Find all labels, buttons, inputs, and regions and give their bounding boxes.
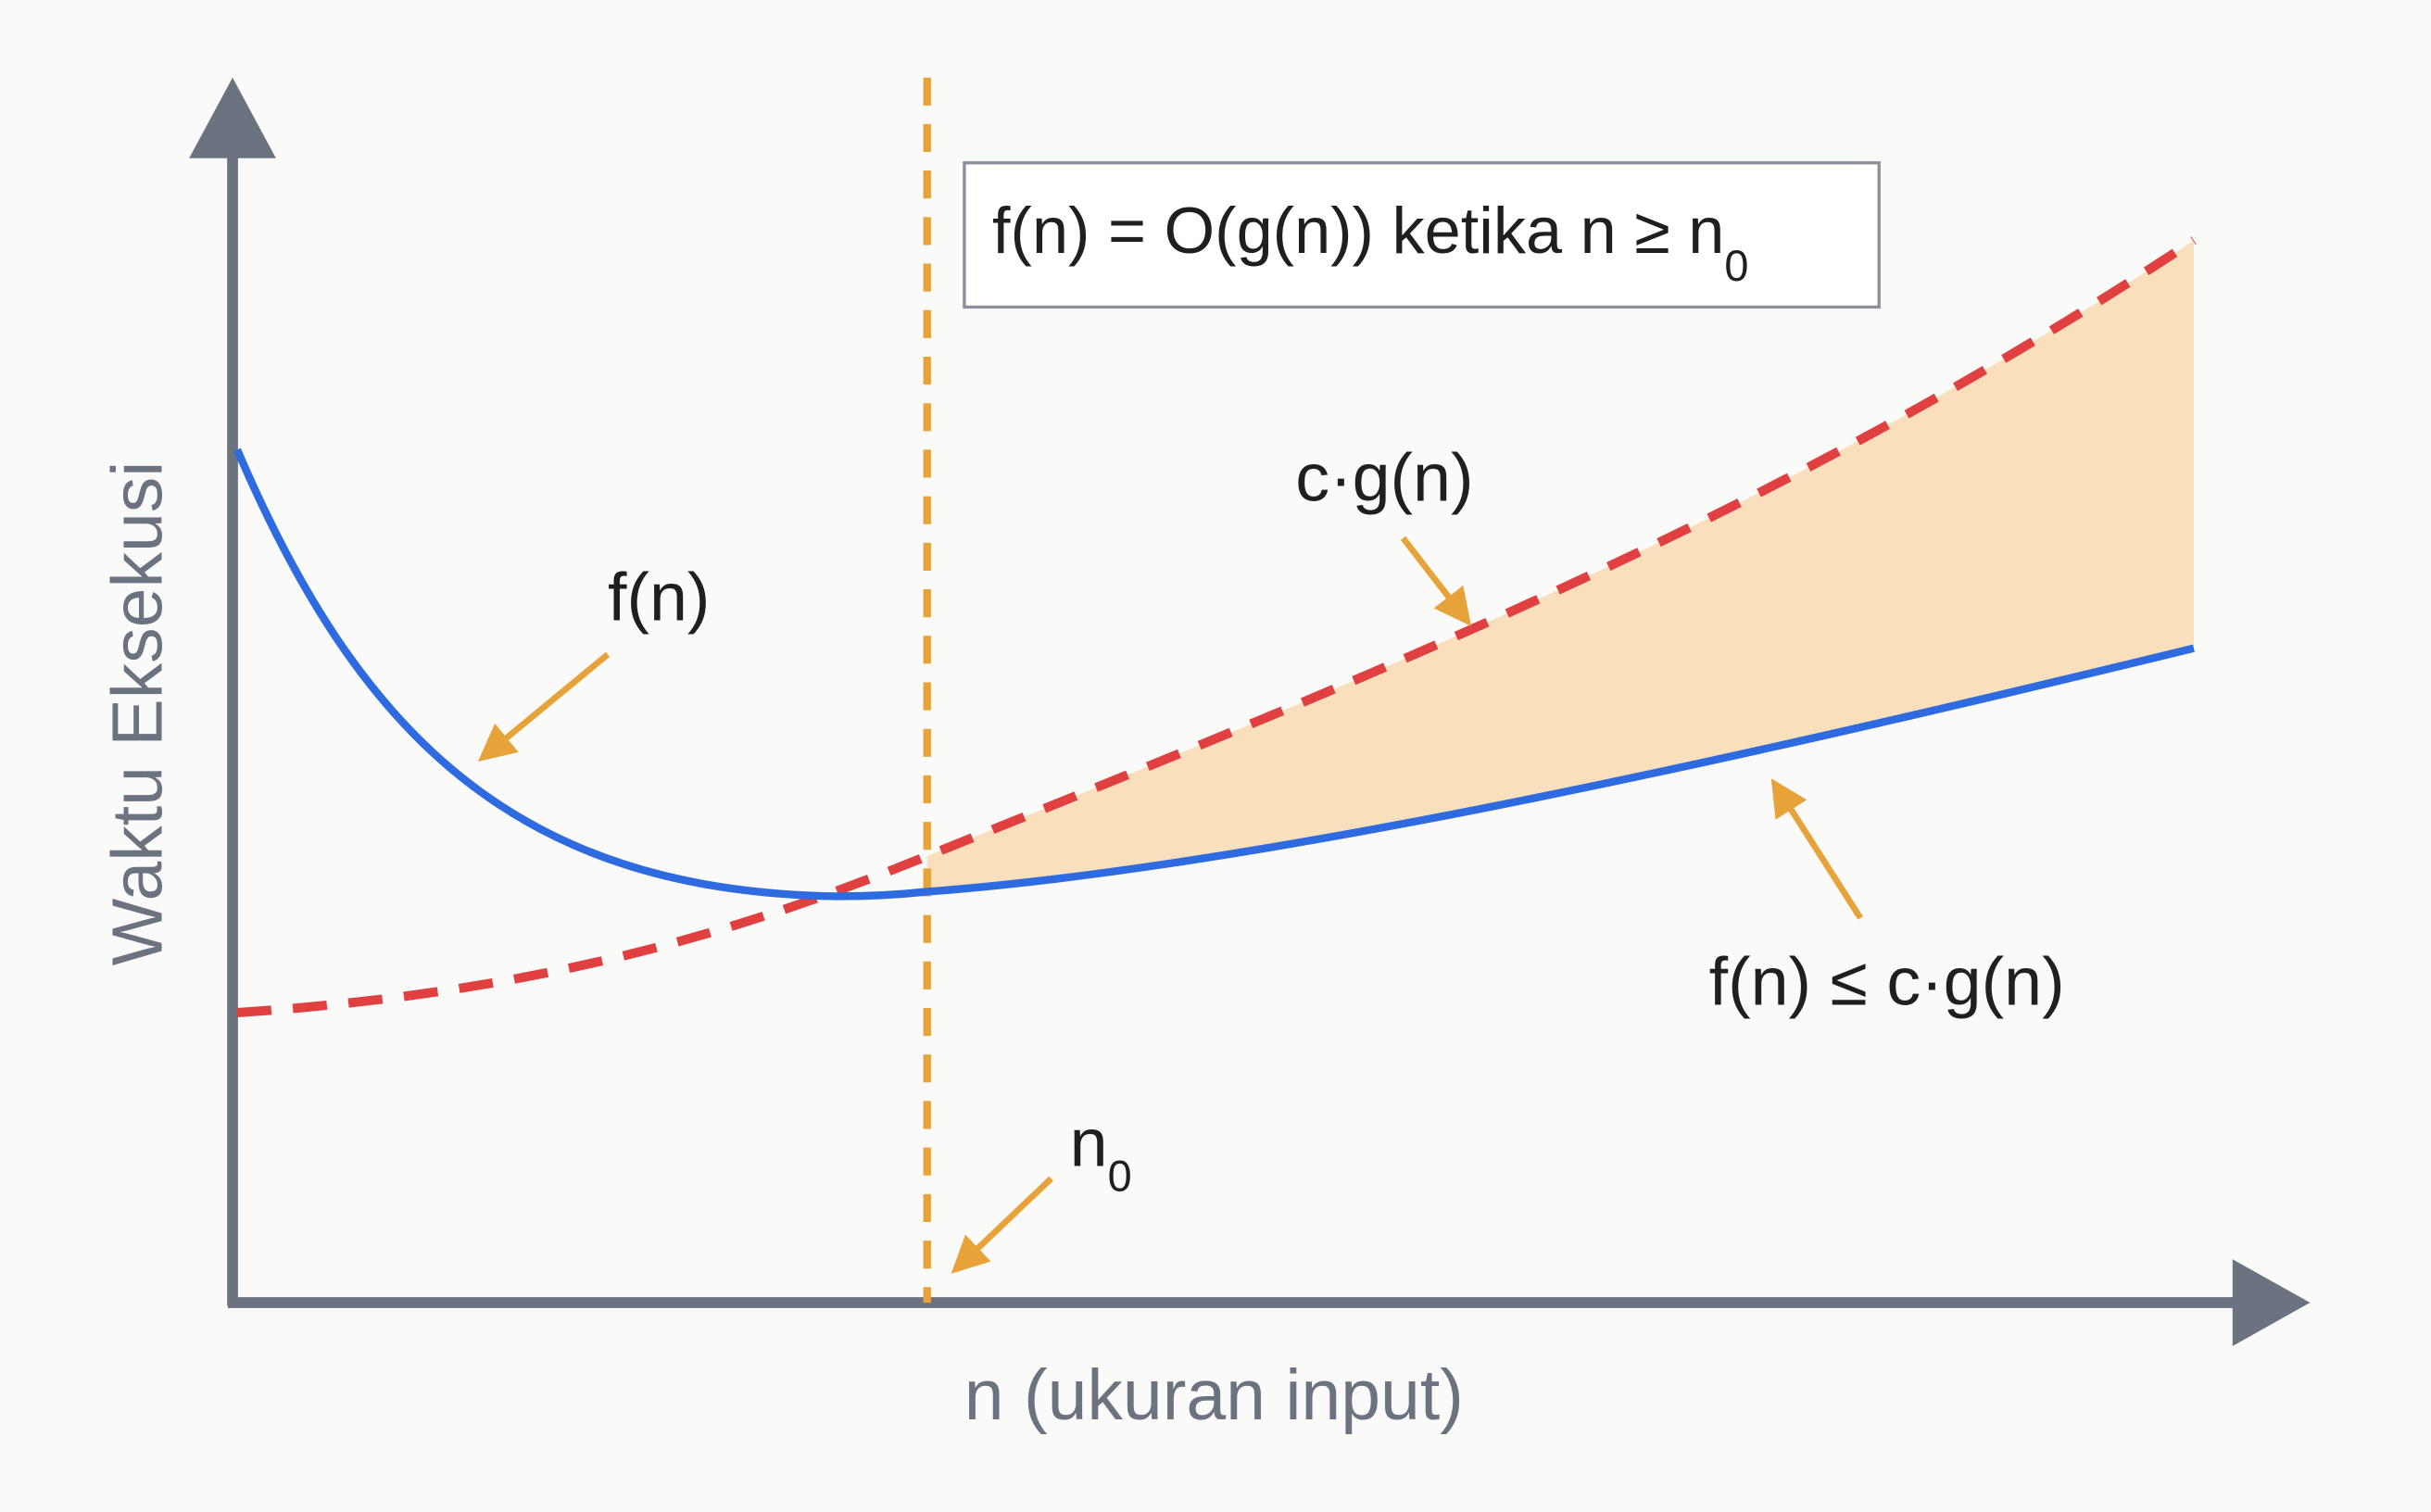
inequality-arrow <box>1770 778 1863 920</box>
cg-curve <box>236 236 2197 1018</box>
n0-text: n <box>1070 1104 1108 1181</box>
formula: f(n) = O(g(n)) ketika n ≥ n0 <box>992 194 1748 290</box>
x-axis-label: n (ukuran input) <box>964 1355 1464 1435</box>
formula-box <box>963 161 1881 309</box>
cg-label: c·g(n) <box>1295 439 1473 516</box>
y-axis-arrow <box>189 77 276 158</box>
f-curve <box>233 447 2195 901</box>
y-axis-label: Waktu Eksekusi <box>97 461 177 966</box>
f-label: f(n) <box>608 559 710 636</box>
inequality-label: f(n) ≤ c·g(n) <box>1709 943 2065 1020</box>
n0-label: n0 <box>1070 1104 1132 1201</box>
cg-arrow <box>1400 536 1472 626</box>
bound-region <box>926 240 2194 892</box>
x-axis-arrow <box>2232 1259 2311 1346</box>
n0-subscript: 0 <box>1108 1153 1132 1201</box>
n0-arrow <box>951 1176 1053 1274</box>
formula-text: f(n) = O(g(n)) ketika n ≥ n <box>992 194 1724 267</box>
f-arrow <box>477 651 611 762</box>
formula-subscript: 0 <box>1724 242 1748 290</box>
